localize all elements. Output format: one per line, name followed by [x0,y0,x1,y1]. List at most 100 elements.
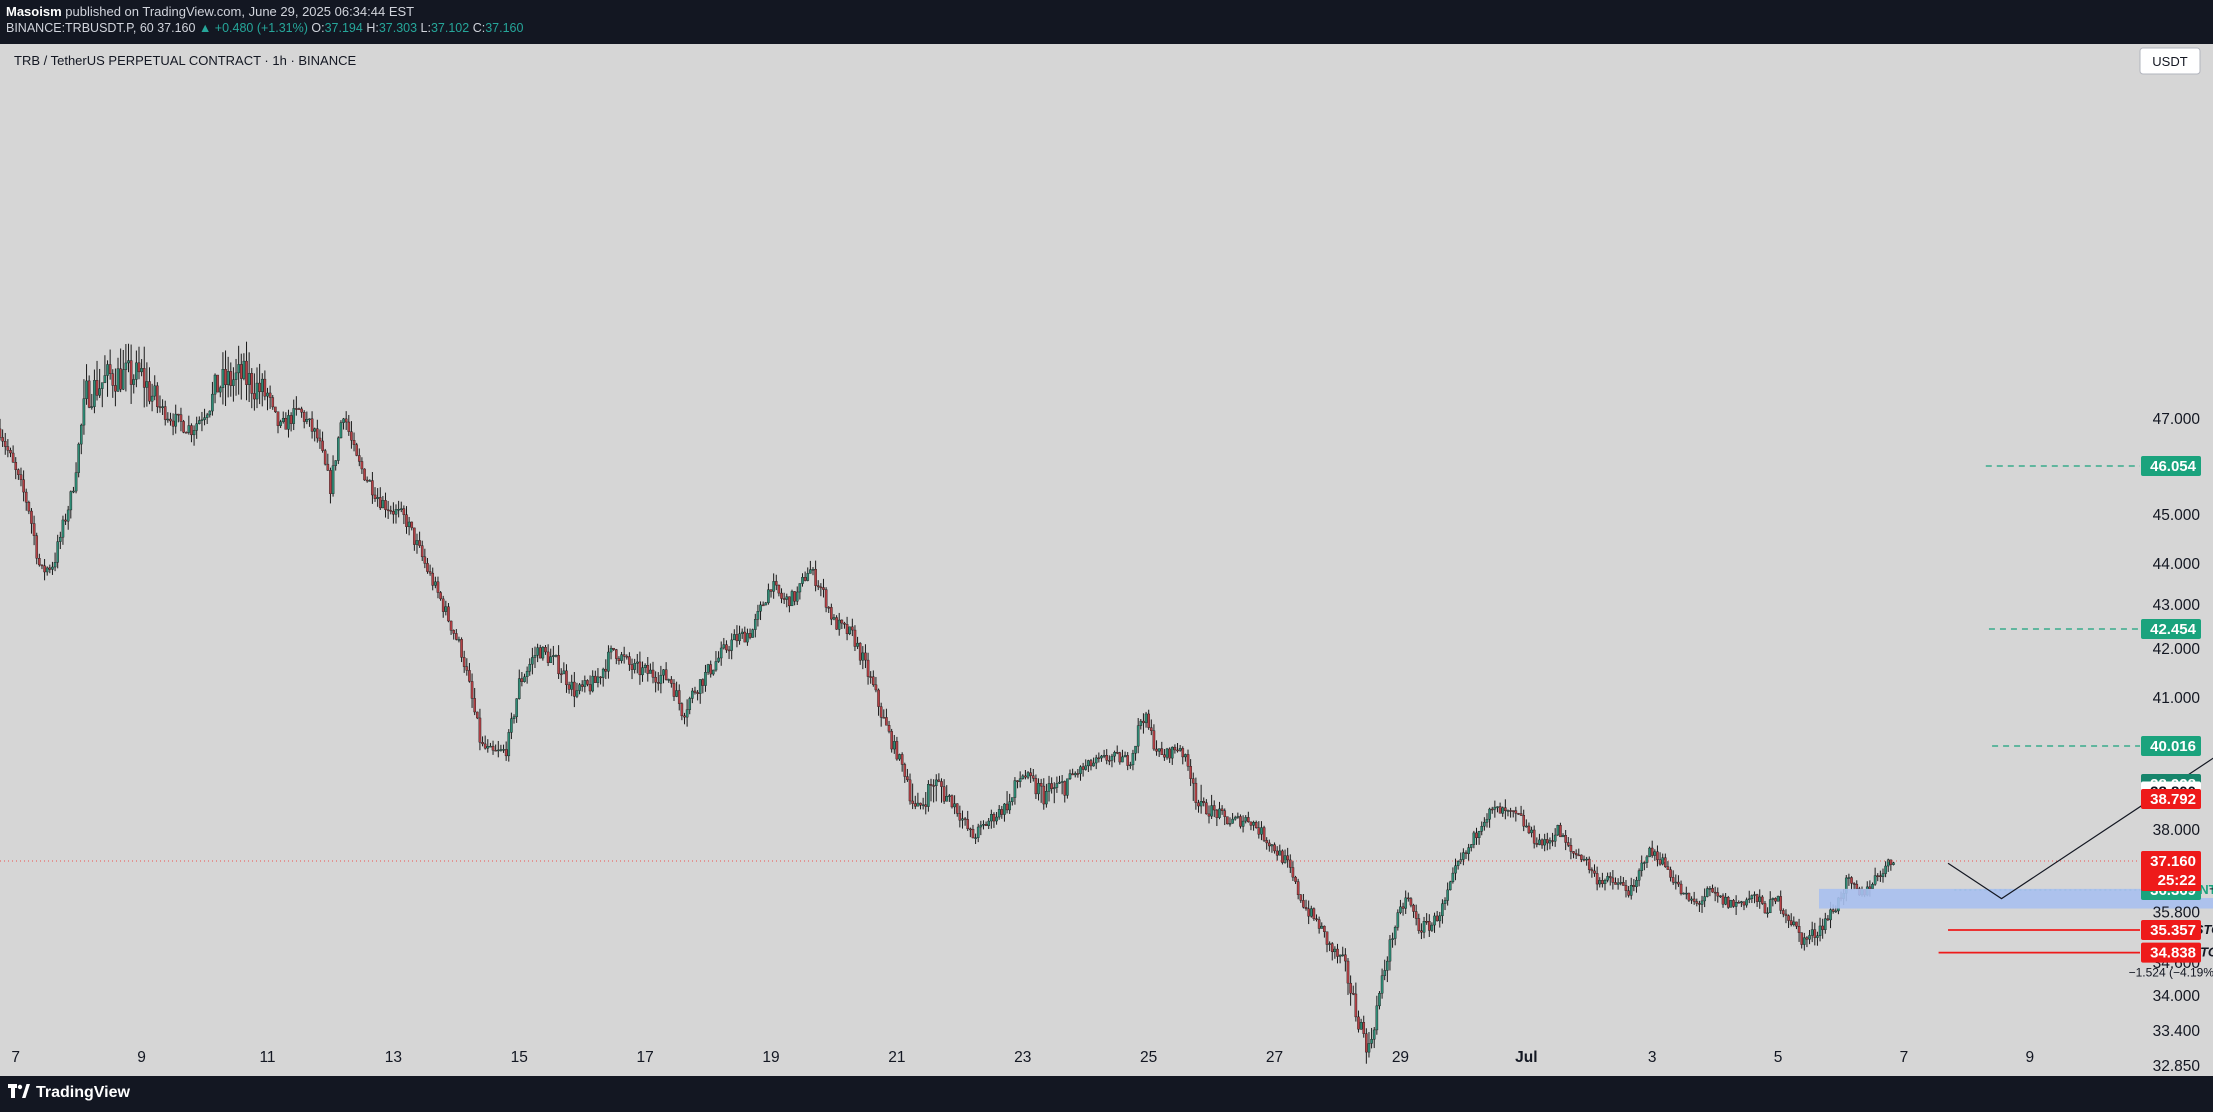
candle [1456,860,1460,870]
candle [187,415,191,435]
candle-body [822,587,825,590]
open-label: O: [311,21,325,35]
candle [680,702,684,721]
candle-body [1742,901,1746,906]
candle [1108,755,1111,766]
price-chart[interactable]: TP3TP2TP1ENTRYSTOP−1.013 (−2.78%) −1,013… [0,44,2213,1076]
candle-body [1868,886,1872,890]
candle [1181,746,1185,765]
candle [27,500,31,515]
candle [533,646,537,669]
currency-button[interactable]: USDT [2139,47,2201,75]
candle-body [329,470,332,494]
candle [208,410,212,418]
candle [599,676,602,685]
price-tick-label: 32.850 [2153,1058,2201,1075]
candle [1595,866,1599,891]
candle [638,651,642,685]
candle [1409,897,1413,908]
candle-body [976,826,980,838]
candle [963,817,967,826]
candle [667,678,671,683]
candle-body [544,647,547,653]
candle-body [971,828,975,839]
candle-body [1850,877,1853,884]
candle-body [1247,817,1250,823]
tradingview-logo[interactable]: TradingView [8,1084,130,1102]
candle-body [1519,813,1523,816]
candle [305,411,309,425]
candle [1643,860,1646,871]
candle-body [1674,881,1678,884]
candle-body [300,408,303,413]
candle-body [628,656,631,665]
candle [1147,709,1150,730]
candle-body [1692,898,1696,902]
candle-body [260,378,264,392]
candle [98,368,101,398]
time-tick-label: 5 [1774,1049,1783,1066]
candle [591,670,594,693]
candle [1561,833,1565,838]
annotations-layer: TP3TP2TP1ENTRYSTOP−1.013 (−2.78%) −1,013… [1819,757,2213,980]
candle-body [1488,808,1491,820]
candle-body [1380,975,1384,994]
candle-body [1270,844,1274,847]
candle [1614,877,1617,885]
candle-body [1784,913,1788,916]
candle-body [1239,816,1242,827]
candle-body [567,684,571,690]
candle-body [1359,1022,1363,1030]
candle-body [1013,780,1017,798]
candle [966,810,970,831]
candle-body [1184,754,1187,758]
candle [457,636,461,643]
candle-body [72,490,75,493]
candle [1792,916,1796,927]
candle-body [79,424,83,445]
candle [929,778,933,802]
candle [258,363,261,405]
price-tick-label: 38.000 [2153,822,2201,839]
candle-body [565,670,568,686]
candle [916,792,920,807]
candle [496,740,500,758]
candle [1606,872,1609,883]
candle [848,626,852,636]
candle [557,645,560,679]
symbol-label[interactable]: BINANCE:TRBUSDT.P, 60 [6,21,154,35]
candle [937,773,941,783]
author-name[interactable]: Masoism [6,4,62,19]
candle [502,744,505,753]
candle [677,684,681,711]
candle [1708,886,1712,897]
candle [1121,749,1124,763]
candle [927,780,930,812]
candle-body [1336,948,1339,957]
candle-body [1566,842,1570,846]
candle-body [1257,827,1261,835]
candle-body [316,428,319,439]
candle [350,421,353,449]
candle [1782,908,1785,918]
candle [1525,819,1528,828]
candle [801,573,804,587]
candle [1619,875,1623,886]
candle-body [221,369,225,388]
chart-pane[interactable]: TP3TP2TP1ENTRYSTOP−1.013 (−2.78%) −1,013… [0,44,2213,1076]
candle-body [1551,840,1554,842]
candle [1629,877,1633,900]
candle [948,794,951,802]
candle [292,399,296,431]
candle [177,413,180,423]
candle-body [688,698,692,710]
candle-body [1233,817,1237,820]
candle-body [344,418,348,423]
candle [224,350,227,406]
candle-body [1543,839,1546,846]
candle [1037,778,1040,801]
candle [1800,932,1803,949]
candle [969,827,972,838]
candle-body [182,421,185,433]
safe-stop-note: −1.524 (−4.19%) −1,524 [2129,966,2213,980]
